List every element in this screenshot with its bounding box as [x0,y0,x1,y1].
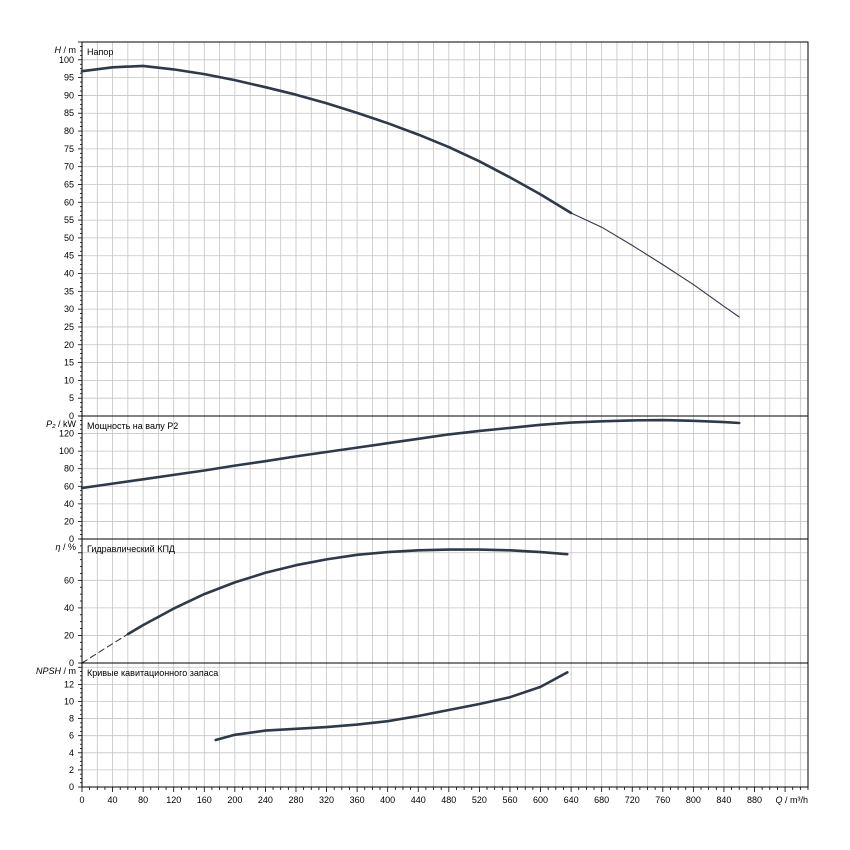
y-tick-label: 8 [69,714,74,724]
y-tick-label: 0 [69,534,74,544]
x-tick-label: 600 [533,795,548,805]
y-tick-label: 0 [69,782,74,792]
curve-series-0 [80,64,573,215]
x-tick-label: 280 [288,795,303,805]
y-tick-label: 100 [59,446,74,456]
y-tick-label: 100 [59,55,74,65]
y-tick-label: 12 [64,679,74,689]
y-tick-label: 20 [64,340,74,350]
x-tick-label: 0 [79,795,84,805]
curve-series-0 [214,671,569,742]
y-axis-label: P₂ / kW [46,419,76,429]
y-tick-label: 80 [64,126,74,136]
y-tick-label: 80 [64,464,74,474]
x-tick-label: 400 [380,795,395,805]
panel-title: Гидравлический КПД [87,544,175,554]
y-tick-label: 45 [64,251,74,261]
y-tick-label: 60 [64,197,74,207]
panel-0: 0 5 10 15 20 25 30 35 40 45 50 55 60 65 70 75 80 85 90 95 10… [55,41,809,421]
chart-panels: 0510152025303540455055606570758085909510… [36,41,809,805]
x-tick-label: 880 [747,795,762,805]
panel-title: Кривые кавитационного запаса [87,668,218,678]
curve-series-0 [81,633,129,664]
x-tick-label: 840 [716,795,731,805]
y-tick-label: 60 [64,481,74,491]
curve-series-1 [570,212,740,318]
y-tick-label: 120 [59,429,74,439]
panel-title: Напор [87,47,113,57]
x-tick-label: 720 [625,795,640,805]
y-tick-label: 0 [69,411,74,421]
panel-2: 0 20 40 60 η / % Гидравлический КПД [55,538,809,668]
x-tick-label: 240 [258,795,273,805]
y-tick-label: 40 [64,269,74,279]
x-tick-label: 680 [594,795,609,805]
y-tick-label: 0 [69,658,74,668]
x-axis: 0 40 80 120 160 200 240 280 320 360 400 440 480 520 56… [79,787,809,805]
y-axis-label: NPSH / m [36,666,76,676]
y-tick-label: 30 [64,304,74,314]
x-tick-label: 320 [319,795,334,805]
panel-frame [81,662,809,788]
y-tick-label: 60 [64,575,74,585]
x-tick-label: 480 [441,795,456,805]
y-tick-label: 65 [64,179,74,189]
x-tick-label: 200 [227,795,242,805]
y-tick-label: 2 [69,765,74,775]
y-axis-label: η / % [55,542,76,552]
x-tick-label: 520 [472,795,487,805]
y-tick-label: 20 [64,516,74,526]
y-tick-label: 25 [64,322,74,332]
y-tick-label: 90 [64,90,74,100]
x-tick-label: 80 [138,795,148,805]
y-tick-label: 4 [69,748,74,758]
x-axis-label: Q / m³/h [775,795,808,805]
x-tick-label: 40 [108,795,118,805]
y-tick-label: 6 [69,731,74,741]
curve-series-0 [80,418,741,490]
y-tick-label: 40 [64,499,74,509]
x-tick-label: 360 [350,795,365,805]
y-tick-label: 10 [64,375,74,385]
panel-frame [81,41,809,417]
x-tick-label: 120 [166,795,181,805]
y-tick-label: 10 [64,696,74,706]
y-tick-label: 70 [64,162,74,172]
panel-3: 0 2 4 6 8 10 12 NPSH / m Кривые кавитационного з… [36,662,809,792]
y-tick-label: 75 [64,144,74,154]
x-tick-label: 560 [502,795,517,805]
y-tick-label: 15 [64,358,74,368]
y-tick-label: 40 [64,603,74,613]
y-tick-label: 20 [64,630,74,640]
x-tick-label: 640 [564,795,579,805]
y-tick-label: 35 [64,286,74,296]
y-tick-label: 95 [64,73,74,83]
curve-series-1 [126,548,569,636]
y-tick-label: 50 [64,233,74,243]
y-axis-label: H / m [55,45,77,55]
panel-title: Мощность на валу P2 [87,421,178,431]
x-tick-label: 160 [197,795,212,805]
x-tick-label: 760 [655,795,670,805]
x-tick-label: 440 [411,795,426,805]
x-tick-label: 800 [686,795,701,805]
y-tick-label: 5 [69,393,74,403]
y-tick-label: 55 [64,215,74,225]
y-tick-label: 85 [64,108,74,118]
